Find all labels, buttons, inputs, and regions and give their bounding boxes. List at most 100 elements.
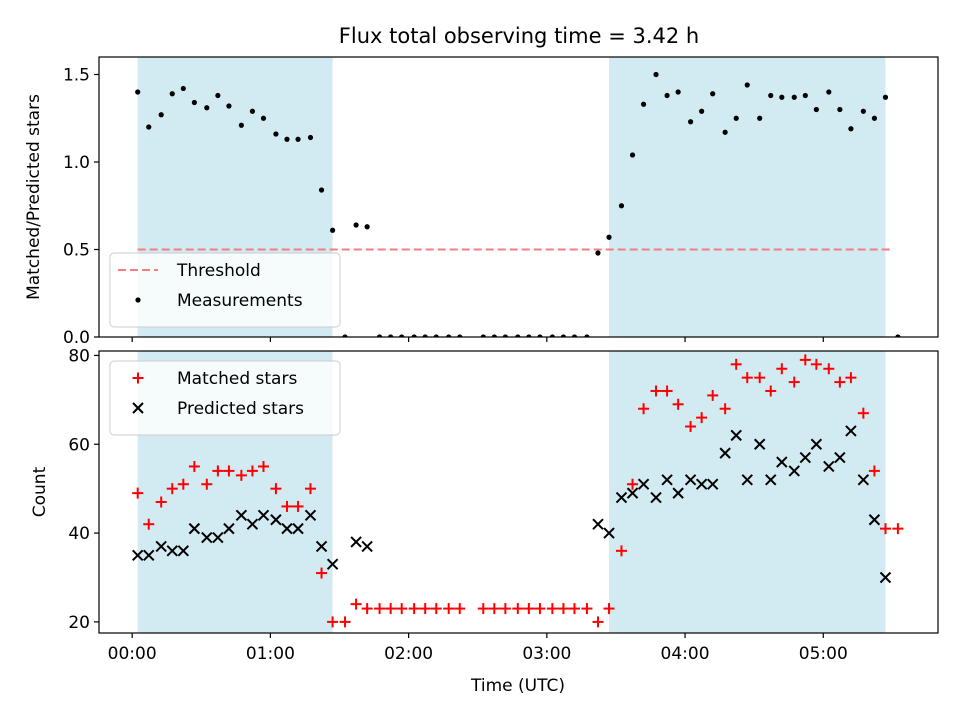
matched-star-point: [292, 500, 304, 512]
measurement-point: [295, 136, 301, 142]
predicted-star-point: [719, 447, 731, 459]
predicted-star-point: [131, 549, 144, 561]
matched-star-point: [868, 465, 880, 477]
measurement-point: [813, 106, 819, 113]
observing-window-1: [609, 351, 886, 633]
measurement-point: [710, 91, 716, 97]
predicted-star-point: [661, 474, 673, 486]
predicted-star-point: [765, 474, 777, 486]
measurement-point: [446, 334, 452, 337]
matched-star-point: [845, 372, 857, 384]
predicted-star-point-b: [615, 491, 628, 504]
legend-handle-matched: [132, 372, 144, 384]
predicted-star-point: [637, 478, 650, 490]
matched-star-point: [304, 483, 316, 495]
measurement-point: [249, 108, 256, 114]
series-dot: [135, 71, 901, 337]
predicted-star-point-b: [672, 487, 684, 499]
predicted-star-point-b: [223, 522, 235, 535]
measurement-point: [342, 334, 348, 337]
matched-star-point: [430, 603, 442, 615]
measurement-point: [433, 334, 439, 337]
legend-label: Matched stars: [177, 369, 297, 389]
matched-star-point: [857, 407, 869, 419]
measurement-point: [284, 136, 290, 142]
matched-star-point: [166, 483, 178, 495]
matched-star-point: [408, 603, 420, 615]
measurement-point: [584, 334, 590, 337]
matched-star-point: [488, 603, 500, 615]
predicted-star-point: [868, 514, 881, 526]
predicted-star-point-b: [361, 540, 373, 553]
predicted-star-point-b: [834, 451, 846, 464]
matched-star-point: [823, 363, 835, 375]
measurement-point: [848, 126, 854, 132]
measurement-point: [560, 334, 567, 337]
matched-star-point: [776, 363, 788, 375]
predicted-star-point-b: [188, 522, 201, 535]
predicted-star-point: [155, 540, 167, 553]
matched-star-point: [385, 603, 397, 615]
matched-star-point: [523, 603, 535, 615]
y-tick-label: 1.5: [63, 66, 90, 86]
matched-star-point: [627, 478, 639, 490]
matched-star-point: [754, 372, 766, 384]
predicted-star-point-b: [592, 518, 604, 530]
matched-star-point: [892, 523, 904, 535]
measurement-point: [226, 103, 232, 109]
matched-star-point: [143, 518, 155, 530]
y-tick-label: 0.5: [63, 241, 90, 261]
legend: Matched stars Predicted stars: [109, 360, 341, 436]
predicted-star-point: [188, 522, 201, 535]
legend-box: [109, 360, 341, 436]
matched-star-point: [741, 372, 753, 384]
predicted-star-point: [879, 571, 892, 584]
measurement-point: [502, 334, 508, 337]
predicted-star-point-b: [235, 509, 248, 522]
legend-handle-measurements: [135, 297, 141, 303]
measurement-point: [353, 222, 359, 228]
measurement-point: [191, 99, 197, 106]
x-tick-label: 04:00: [661, 644, 710, 664]
matched-star-point: [603, 603, 615, 615]
measurement-point: [135, 89, 141, 95]
measurement-point: [180, 85, 186, 92]
series-x: [131, 425, 892, 584]
measurement-point: [618, 203, 625, 209]
predicted-star-point-b: [350, 536, 362, 548]
matched-star-point: [557, 603, 569, 615]
measurement-point: [802, 92, 808, 99]
predicted-star-point: [361, 540, 373, 553]
predicted-star-point-b: [212, 531, 224, 544]
predicted-star-point-b: [776, 456, 788, 468]
predicted-star-point-b: [315, 540, 328, 553]
x-tick-label: 03:00: [522, 644, 571, 664]
predicted-star-point: [823, 460, 835, 473]
matched-star-point: [499, 603, 511, 615]
predicted-star-point: [257, 509, 270, 522]
measurement-point: [757, 115, 763, 121]
matched-star-point: [810, 358, 822, 370]
predicted-star-point: [845, 425, 857, 437]
axes-frame: [98, 350, 939, 634]
predicted-star-point: [706, 478, 719, 490]
predicted-star-point-b: [201, 531, 213, 544]
matched-star-point: [212, 465, 224, 477]
x-tick-label: 01:00: [246, 644, 295, 664]
matched-star-point: [546, 603, 558, 615]
predicted-star-point-b: [326, 558, 339, 570]
y-tick-label: 1.0: [63, 153, 90, 173]
predicted-star-point-b: [637, 478, 650, 490]
predicted-star-point: [143, 549, 155, 561]
predicted-star-point: [201, 531, 213, 544]
predicted-star-point: [326, 558, 339, 570]
legend: Threshold Measurements: [109, 252, 341, 328]
predicted-star-point: [730, 429, 742, 442]
predicted-star-point-b: [650, 491, 662, 504]
legend-handle-predicted-b: [132, 402, 144, 414]
matched-star-point: [879, 523, 891, 535]
predicted-star-point: [695, 478, 708, 490]
measurement-point: [882, 94, 889, 100]
predicted-star-point-b: [270, 514, 282, 526]
matched-star-point: [788, 376, 800, 388]
